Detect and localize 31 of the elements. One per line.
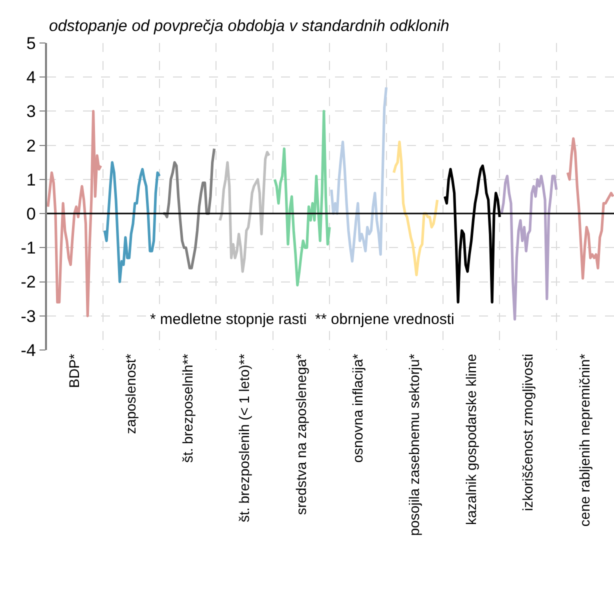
y-tick-label: 3 (26, 102, 36, 122)
line-series (392, 140, 439, 276)
y-tick-label: 5 (26, 34, 36, 53)
x-tick-label: sredstva na zaposlenega* (292, 353, 309, 515)
y-tick-label: 2 (26, 136, 36, 156)
x-tick-label: št. brezposlenih (< 1 leto)** (236, 353, 252, 522)
line-series (330, 86, 388, 263)
line-series (218, 150, 270, 273)
y-tick-label: -4 (20, 340, 36, 360)
x-tick-label: cene rabljenih nepremičnin* (576, 353, 592, 527)
x-tick-label: izkoriščenost zmogljivosti (520, 354, 536, 511)
line-series (103, 161, 161, 284)
line-series (566, 137, 614, 280)
x-tick-label: BDP* (66, 353, 82, 388)
x-tick-label: posojila zasebnemu sektorju* (406, 353, 422, 536)
line-series (273, 110, 331, 286)
chart-subtitle: odstopanje od povprečja obdobja v standardnih odklonih (49, 18, 450, 35)
x-tick-label: zaposlenost* (122, 353, 139, 434)
y-tick-label: 0 (26, 204, 36, 224)
y-tick-label: 4 (26, 68, 36, 88)
y-tick-label: -2 (20, 272, 36, 292)
line-series (162, 147, 216, 270)
x-tick-label: št. brezposelnih** (179, 353, 196, 463)
annotation: * medletne stopnje rasti ** obrnjene vrednosti (150, 311, 454, 328)
line-series (47, 110, 102, 318)
line-series (500, 174, 558, 321)
x-tick-label: osnovna inflacija* (349, 353, 366, 463)
y-tick-label: -3 (20, 306, 36, 326)
y-tick-label: 1 (26, 170, 36, 190)
y-tick-label: -1 (20, 238, 36, 258)
x-tick-label: kazalnik gospodarske klime (462, 354, 479, 526)
